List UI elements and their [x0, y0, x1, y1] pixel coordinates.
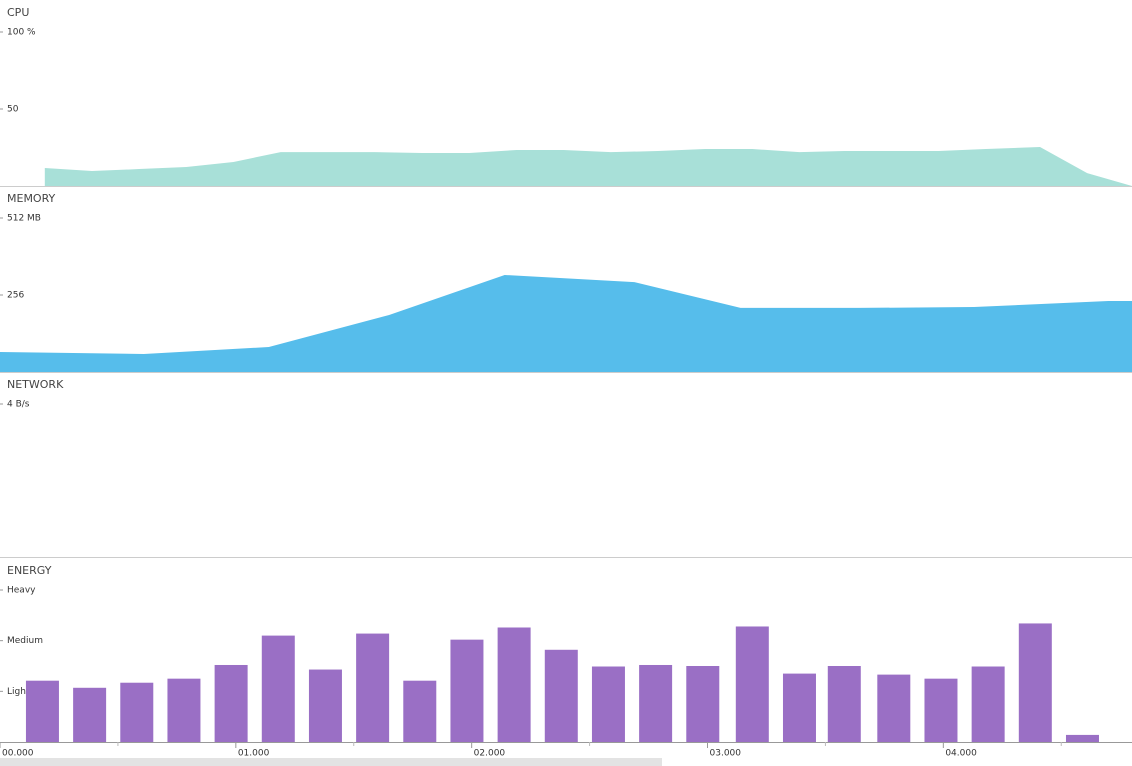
x-tick-label: 00.000 [2, 749, 34, 759]
bar [261, 635, 295, 742]
bar [214, 664, 248, 742]
bar [1065, 734, 1099, 742]
bar [497, 627, 531, 742]
x-tick-label: 01.000 [238, 749, 270, 759]
x-tick-label: 03.000 [710, 749, 742, 759]
panel-title: NETWORK [7, 378, 64, 391]
panel-title: ENERGY [7, 564, 52, 577]
bar [639, 664, 673, 742]
y-tick-label: Medium [7, 636, 43, 646]
bar [686, 666, 720, 742]
bar [356, 633, 390, 742]
x-tick-label: 02.000 [474, 749, 506, 759]
bar [827, 666, 861, 742]
y-tick-label: Light [7, 687, 30, 697]
bar [971, 666, 1005, 742]
bar [782, 673, 816, 742]
bar [591, 666, 625, 742]
y-tick-label: Heavy [7, 586, 36, 596]
panel-title: MEMORY [7, 192, 56, 205]
bar [924, 678, 958, 742]
scrollbar[interactable] [0, 758, 662, 766]
y-tick-label: 256 [7, 291, 24, 301]
bar [403, 680, 437, 742]
y-tick-label: 4 B/s [7, 400, 30, 410]
bar [25, 680, 59, 742]
bar [877, 674, 911, 742]
bar [308, 669, 342, 742]
bar [450, 639, 484, 742]
bar [735, 626, 769, 742]
y-tick-label: 512 MB [7, 214, 41, 224]
y-tick-label: 100 % [7, 28, 36, 38]
area [44, 147, 1132, 186]
x-tick-label: 04.000 [945, 749, 977, 759]
bar [1018, 623, 1052, 742]
bar [544, 649, 578, 742]
bar [73, 687, 107, 742]
panel-title: CPU [7, 6, 29, 19]
bar [167, 678, 201, 742]
bar [120, 682, 154, 742]
area [0, 274, 1132, 372]
y-tick-label: 50 [7, 105, 19, 115]
